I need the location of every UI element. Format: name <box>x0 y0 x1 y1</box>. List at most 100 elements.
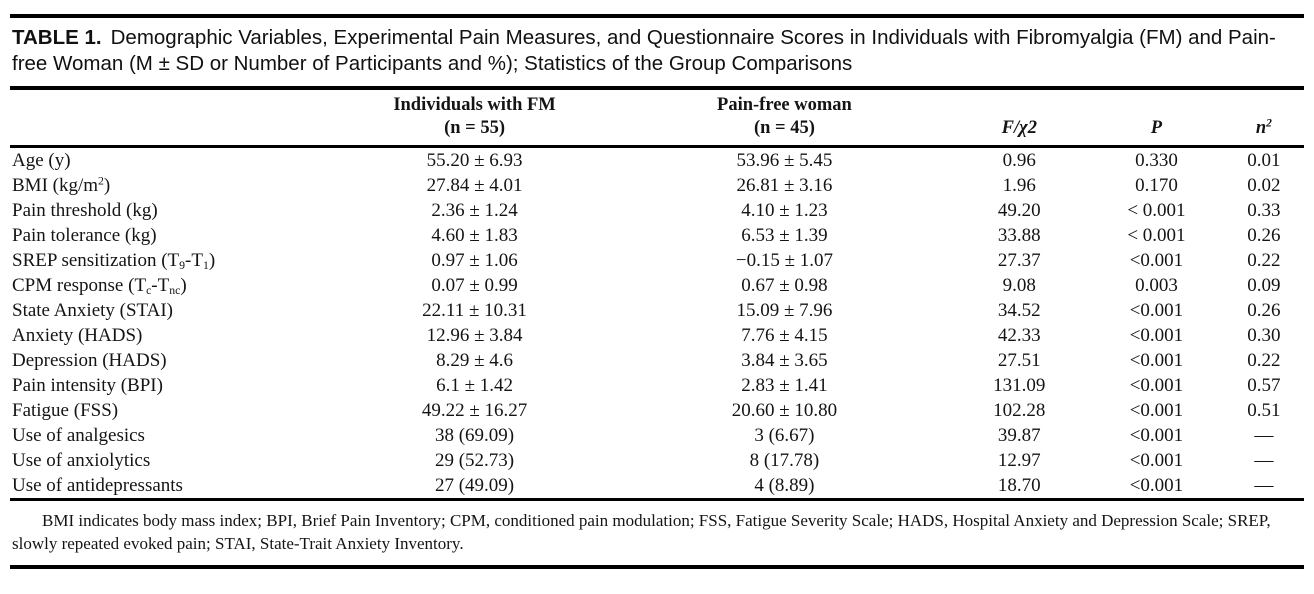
cell-fm: 4.60 ± 1.83 <box>431 225 518 246</box>
cell-eta: 0.01 <box>1247 150 1281 171</box>
table-row: Use of antidepressants 27 (49.09) 4 (8.89)… <box>10 473 1304 500</box>
cell-fm: 38 (69.09) <box>434 425 515 446</box>
cell-eta: 0.02 <box>1247 175 1281 196</box>
header-painfree-name: Pain-free woman <box>717 95 852 115</box>
caption-rule <box>10 86 1304 90</box>
cell-pf: 8 (17.78) <box>749 450 820 471</box>
cell-eta: — <box>1254 425 1274 446</box>
table-body: Age (y) 55.20 ± 6.93 53.96 ± 5.45 0.96 0.330… <box>10 147 1304 500</box>
row-variable-label: Pain intensity (BPI) <box>12 375 163 396</box>
table-caption: TABLE 1. Demographic Variables, Experimen… <box>10 18 1304 86</box>
header-f-chi2: F/χ2 <box>949 90 1090 148</box>
header-p-value: P <box>1089 90 1224 148</box>
table-row: Pain threshold (kg) 2.36 ± 1.24 4.10 ± 1.2… <box>10 198 1304 223</box>
header-fm-n: (n = 55) <box>444 118 505 138</box>
cell-eta: — <box>1254 475 1274 496</box>
cell-p: <0.001 <box>1129 400 1184 421</box>
cell-pf: −0.15 ± 1.07 <box>735 250 834 271</box>
cell-pf: 7.76 ± 4.15 <box>741 325 828 346</box>
row-variable-label: Age (y) <box>12 150 71 171</box>
cell-eta: — <box>1254 450 1274 471</box>
cell-fm: 22.11 ± 10.31 <box>422 300 527 321</box>
row-variable-label: Anxiety (HADS) <box>12 325 143 346</box>
table-caption-label: TABLE 1. <box>12 26 102 49</box>
header-eta-squared: n2 <box>1223 90 1304 148</box>
cell-f: 49.20 <box>997 200 1041 221</box>
cell-f: 42.33 <box>997 325 1041 346</box>
cell-eta: 0.26 <box>1247 300 1281 321</box>
cell-f: 9.08 <box>1002 275 1036 296</box>
row-variable-label: SREP sensitization (T9-T1) <box>12 250 216 272</box>
cell-pf: 2.83 ± 1.41 <box>741 375 828 396</box>
table-row: CPM response (Tc-Tnc) 0.07 ± 0.99 0.67 ± 0… <box>10 273 1304 298</box>
cell-pf: 3 (6.67) <box>754 425 815 446</box>
cell-eta: 0.51 <box>1247 400 1281 421</box>
table-row: Age (y) 55.20 ± 6.93 53.96 ± 5.45 0.96 0.330… <box>10 147 1304 174</box>
row-variable-label: BMI (kg/m2) <box>12 174 111 196</box>
cell-p: < 0.001 <box>1127 200 1186 221</box>
cell-fm: 49.22 ± 16.27 <box>421 400 528 421</box>
cell-fm: 27.84 ± 4.01 <box>426 175 523 196</box>
row-variable-label: Use of analgesics <box>12 425 145 446</box>
cell-p: <0.001 <box>1129 375 1184 396</box>
table-row: SREP sensitization (T9-T1) 0.97 ± 1.06 −0.… <box>10 248 1304 273</box>
header-fm-name: Individuals with FM <box>393 95 556 115</box>
row-variable-label: State Anxiety (STAI) <box>12 300 174 321</box>
cell-f: 34.52 <box>997 300 1041 321</box>
cell-pf: 3.84 ± 3.65 <box>741 350 828 371</box>
cell-p: <0.001 <box>1129 250 1184 271</box>
header-row: Individuals with FM (n = 55) Pain-free w… <box>10 90 1304 148</box>
cell-pf: 20.60 ± 10.80 <box>731 400 838 421</box>
table-row: Pain tolerance (kg) 4.60 ± 1.83 6.53 ± 1.3… <box>10 223 1304 248</box>
cell-pf: 53.96 ± 5.45 <box>736 150 833 171</box>
cell-f: 1.96 <box>1002 175 1036 196</box>
cell-p: <0.001 <box>1129 325 1184 346</box>
cell-fm: 8.29 ± 4.6 <box>436 350 513 371</box>
cell-p: 0.003 <box>1135 275 1178 296</box>
row-variable-label: Pain tolerance (kg) <box>12 225 157 246</box>
row-variable-label: Pain threshold (kg) <box>12 200 158 221</box>
cell-eta: 0.57 <box>1247 375 1281 396</box>
cell-p: <0.001 <box>1129 425 1184 446</box>
row-variable-label: Depression (HADS) <box>12 350 167 371</box>
row-variable-label: Use of anxiolytics <box>12 450 151 471</box>
row-variable-label: CPM response (Tc-Tnc) <box>12 275 187 297</box>
cell-eta: 0.26 <box>1247 225 1281 246</box>
table-caption-text: Demographic Variables, Experimental Pain… <box>12 26 1276 75</box>
cell-fm: 29 (52.73) <box>434 450 515 471</box>
row-variable-label: Fatigue (FSS) <box>12 400 119 421</box>
cell-pf: 4 (8.89) <box>754 475 815 496</box>
cell-eta: 0.22 <box>1247 250 1281 271</box>
table-row: Anxiety (HADS) 12.96 ± 3.84 7.76 ± 4.15 42.… <box>10 323 1304 348</box>
table-row: Fatigue (FSS) 49.22 ± 16.27 20.60 ± 10.80 1… <box>10 398 1304 423</box>
bottom-rule <box>10 565 1304 569</box>
cell-f: 39.87 <box>997 425 1041 446</box>
header-painfree-group: Pain-free woman (n = 45) <box>619 90 950 148</box>
header-variable-spacer <box>10 90 330 148</box>
cell-eta: 0.22 <box>1247 350 1281 371</box>
table-row: Use of analgesics 38 (69.09) 3 (6.67) 39.87… <box>10 423 1304 448</box>
cell-fm: 55.20 ± 6.93 <box>426 150 523 171</box>
demographics-table: Individuals with FM (n = 55) Pain-free w… <box>10 90 1304 501</box>
cell-pf: 15.09 ± 7.96 <box>736 300 833 321</box>
cell-f: 12.97 <box>997 450 1041 471</box>
cell-f: 27.37 <box>997 250 1041 271</box>
cell-f: 18.70 <box>997 475 1041 496</box>
row-variable-label: Use of antidepressants <box>12 475 183 496</box>
cell-eta: 0.33 <box>1247 200 1281 221</box>
cell-fm: 0.97 ± 1.06 <box>431 250 518 271</box>
cell-p: <0.001 <box>1129 300 1184 321</box>
cell-f: 27.51 <box>997 350 1041 371</box>
table-row: Pain intensity (BPI) 6.1 ± 1.42 2.83 ± 1.4… <box>10 373 1304 398</box>
table-row: Depression (HADS) 8.29 ± 4.6 3.84 ± 3.65 27… <box>10 348 1304 373</box>
header-fm-group: Individuals with FM (n = 55) <box>329 90 620 148</box>
cell-pf: 4.10 ± 1.23 <box>741 200 828 221</box>
cell-fm: 2.36 ± 1.24 <box>431 200 518 221</box>
cell-f: 131.09 <box>993 375 1046 396</box>
cell-p: < 0.001 <box>1127 225 1186 246</box>
cell-fm: 27 (49.09) <box>434 475 515 496</box>
cell-p: <0.001 <box>1129 475 1184 496</box>
table-row: BMI (kg/m2) 27.84 ± 4.01 26.81 ± 3.16 1.96 0… <box>10 173 1304 198</box>
table-footnote: BMI indicates body mass index; BPI, Brie… <box>12 511 1271 553</box>
